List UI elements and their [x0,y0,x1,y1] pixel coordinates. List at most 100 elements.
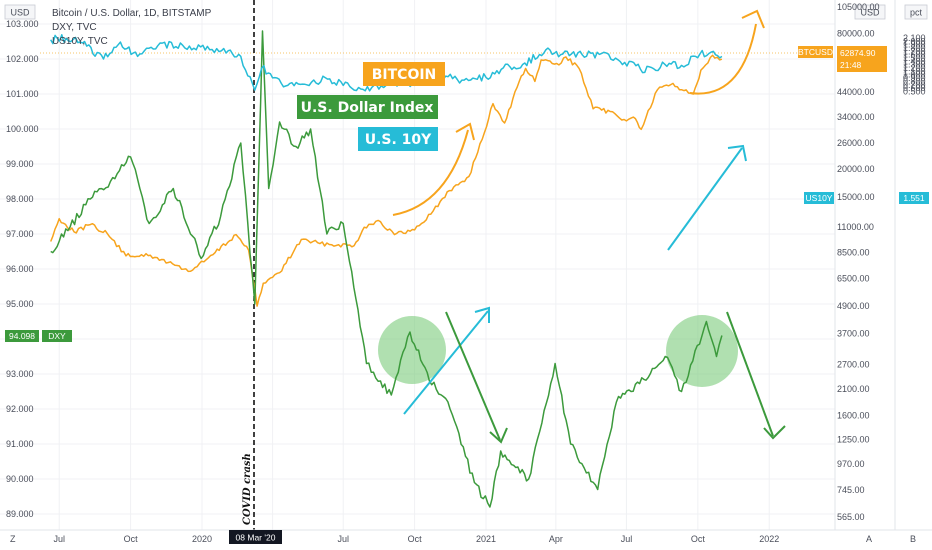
x-axis-tick-label: Oct [124,534,139,544]
right-currency-box[interactable] [854,4,886,20]
btc-axis-tick-label: 34000.00 [837,112,875,122]
dxy-trend-arrow-2020-head [489,427,508,444]
bitcoin-annotation-box [363,62,445,86]
left-currency-label: USD [10,8,30,18]
bottom-controls: Z A B [10,534,916,544]
pct-axis-tick-label: 1.500 [903,53,926,63]
pct-axis-tick-label: 0.900 [903,73,926,83]
pct-label: pct [910,8,923,18]
btc-axis-tick-label: 565.00 [837,512,865,522]
auto-scale-button[interactable]: A [866,534,872,544]
pct-axis-tick-label: 2.100 [903,33,926,43]
covid-crash-label: COVID crash [242,453,253,525]
dxy-highlight-circle-2021 [666,315,738,387]
pct-axis-tick-label: 1.700 [903,46,926,56]
x-axis-tick-label: Oct [691,534,706,544]
us10y-annotation: U.S. 10Y [365,132,432,148]
btc-axis-tick-label: 15000.00 [837,192,875,202]
btc-axis-tick-label: 20000.00 [837,164,875,174]
us10y-value-tag-text: 1.551 [903,193,925,203]
pct-axis-tick-label: 0.600 [903,83,926,93]
us10y-annotation-box [358,127,438,151]
series-line-btcusd [50,54,723,307]
btc-timer-tag-text: 21:48 [840,60,862,70]
btc-axis-tick-label: 105000.00 [837,2,880,12]
us10y-trend-arrow-2020 [403,310,489,415]
us10y-name-tag-text: US10Y [806,193,833,203]
x-axis-tick-label: Jul [53,534,65,544]
pct-axis-tick-label: 0.800 [903,76,926,86]
right-axis-panels: USD pct [0,0,932,531]
x-axis-tick-label: Jul [621,534,633,544]
btc-axis-tick-label: 745.00 [837,485,865,495]
bitcoin-annotation: BITCOIN [372,67,437,83]
pct-axis-tick-label: 1.800 [903,43,926,53]
left-axis-tick-label: 99.000 [6,159,34,169]
left-axis-tick-label: 97.000 [6,229,34,239]
btc-axis-tick-label: 26000.00 [837,138,875,148]
left-axis-tick-label: 101.000 [6,89,39,99]
btc-axis-tick-label: 6500.00 [837,274,870,284]
trend-arrows [392,9,786,444]
btc-axis-tick-label: 2100.00 [837,384,870,394]
us10y-trend-arrow-2020-head [474,306,490,323]
x-axis-tick-label: Apr [549,534,563,544]
btc-axis-tick-label: 3700.00 [837,329,870,339]
us10y-value-tag [899,192,929,204]
left-axis-tick-label: 89.000 [6,509,34,519]
x-axis-tick-label: 2020 [192,534,212,544]
pct-axis-tick-label: 0.500 [903,86,926,96]
dxy-highlight-circle-2020 [378,316,446,384]
pct-axis-tick-label: 1.600 [903,50,926,60]
series-annotations: BITCOIN U.S. Dollar Index U.S. 10Y COVID… [242,62,445,525]
legend-us10y: US10Y, TVC [52,36,108,47]
us10y-trend-arrow-2021-head [727,144,747,162]
pct-axis-tick-label: 1.000 [903,70,926,80]
btc-trend-arrow-2021-head [741,9,765,29]
left-axis-tick-label: 103.000 [6,19,39,29]
left-currency-box[interactable] [4,4,36,20]
x-axis-tick-label: 2022 [759,534,779,544]
legend-dxy: DXY, TVC [52,22,97,33]
left-axis-tick-label: 95.000 [6,299,34,309]
btc-axis-tick-label: 1250.00 [837,434,870,444]
dxy-annotation-box [297,95,438,119]
btc-axis-tick-label: 1600.00 [837,410,870,420]
event-date-tag-text: 08 Mar '20 [236,533,276,543]
event-date-tag [229,530,282,544]
dxy-trend-arrow-2021 [726,311,774,437]
legend: USD Bitcoin / U.S. Dollar, 1D, BITSTAMP … [4,4,212,47]
btc-axis-tick-label: 8500.00 [837,247,870,257]
pct-box[interactable] [904,4,928,20]
left-axis-tick-label: 91.000 [6,439,34,449]
highlight-circles [378,315,738,387]
btc-price-tag [837,46,887,72]
pct-axis-tick-label: 2.000 [903,36,926,46]
btc-trend-arrow-2020 [392,129,469,216]
btc-axis-tick-label: 11000.00 [837,222,874,232]
pct-axis-tick-label: 1.900 [903,40,926,50]
btc-axis-tick-label: 44000.00 [837,87,875,97]
left-axis-tick-label: 98.000 [6,194,34,204]
x-axis-tick-label: Jul [337,534,349,544]
left-axis-tick-label: 90.000 [6,474,34,484]
btc-axis-tick-label: 4900.00 [837,301,870,311]
bar-settings-button[interactable]: B [910,534,916,544]
us10y-trend-arrow-2021 [667,147,743,251]
dxy-name-tag [42,330,72,342]
btc-axis-tick-label: 80000.00 [837,29,875,39]
left-axis-tick-label: 96.000 [6,264,34,274]
series-line-dxy [50,30,723,508]
btc-price-tag-text: 62874.90 [840,48,876,58]
price-tags: BTCUSD 62874.90 21:48 94.098 DXY US10Y 1… [5,46,929,544]
btc-name-tag [798,46,833,58]
zoom-reset-button[interactable]: Z [10,534,16,544]
pct-axis-tick-label: 1.100 [903,66,926,76]
grid [0,0,835,530]
legend-title: Bitcoin / U.S. Dollar, 1D, BITSTAMP [52,8,212,19]
left-axis-tick-label: 100.000 [6,124,39,134]
pct-axis-tick-label: 1.200 [903,63,926,73]
dxy-annotation: U.S. Dollar Index [301,100,434,116]
